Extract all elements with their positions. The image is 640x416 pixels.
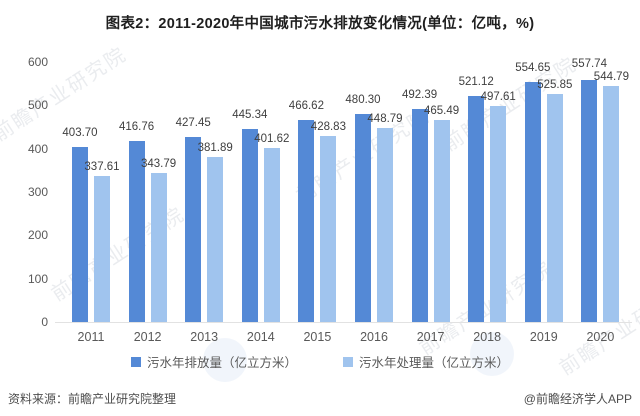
legend-label-treatment: 污水年处理量（亿立方米） [359, 356, 510, 370]
x-axis-label-2018: 2018 [473, 330, 502, 344]
source-note: 资料来源：前瞻产业研究院整理 [8, 392, 177, 406]
bar-treatment-2020 [603, 85, 620, 322]
value-label-discharge-2015: 466.62 [288, 99, 324, 112]
x-axis-label-2011: 2011 [77, 330, 105, 344]
bar-treatment-2014 [263, 147, 280, 322]
legend: 污水年排放量（亿立方米） 污水年处理量（亿立方米） [0, 352, 640, 371]
bar-discharge-2013 [185, 136, 202, 322]
y-axis-tick-label: 400 [27, 141, 48, 156]
bar-treatment-2019 [546, 94, 563, 322]
legend-item-discharge: 污水年排放量（亿立方米） [130, 352, 297, 371]
bar-discharge-2012 [128, 141, 145, 322]
value-label-treatment-2013: 381.89 [197, 141, 233, 154]
bar-treatment-2018 [490, 106, 507, 322]
value-label-discharge-2016: 480.30 [345, 93, 381, 106]
value-label-treatment-2020: 544.79 [593, 70, 629, 83]
bar-treatment-2011 [94, 175, 110, 322]
y-axis-tick-label: 600 [27, 55, 48, 69]
value-label-treatment-2014: 401.62 [254, 132, 290, 145]
bar-treatment-2016 [377, 127, 393, 322]
value-label-discharge-2018: 521.12 [458, 76, 494, 89]
bar-treatment-2012 [150, 173, 167, 322]
bar-discharge-2014 [241, 129, 258, 322]
value-label-treatment-2011: 337.61 [84, 160, 120, 173]
bar-treatment-2015 [320, 136, 337, 322]
value-label-treatment-2012: 343.79 [141, 158, 177, 171]
value-label-discharge-2012: 416.76 [119, 121, 155, 134]
bar-discharge-2019 [524, 81, 541, 322]
watermark-text: 前瞻产业研究院 [47, 203, 189, 306]
y-axis-tick-label: 300 [27, 185, 48, 199]
value-label-treatment-2019: 525.85 [537, 79, 573, 92]
y-axis-tick-label: 100 [27, 271, 48, 286]
y-axis-tick-label: 0 [41, 315, 48, 329]
chart-title: 图表2：2011-2020年中国城市污水排放变化情况(单位：亿吨，%) [105, 16, 535, 32]
bar-discharge-2020 [581, 80, 598, 322]
x-axis-label-2015: 2015 [303, 330, 332, 344]
value-label-discharge-2014: 445.34 [232, 109, 268, 122]
y-axis-tick-label: 500 [27, 98, 48, 113]
value-label-discharge-2020: 557.74 [571, 57, 607, 70]
legend-swatch-treatment [343, 356, 353, 367]
bar-discharge-2017 [411, 108, 428, 322]
x-axis-label-2019: 2019 [529, 330, 558, 344]
x-axis-label-2012: 2012 [133, 330, 162, 344]
y-axis-tick-label: 200 [27, 228, 48, 243]
value-label-treatment-2015: 428.83 [310, 121, 346, 134]
value-label-discharge-2019: 554.65 [515, 61, 551, 74]
bar-discharge-2016 [355, 113, 371, 322]
value-label-treatment-2018: 497.61 [480, 91, 516, 104]
x-axis-label-2014: 2014 [246, 330, 275, 344]
value-label-treatment-2016: 448.79 [367, 112, 403, 125]
legend-swatch-discharge [130, 356, 141, 367]
bar-treatment-2013 [207, 156, 224, 322]
value-label-discharge-2013: 427.45 [175, 116, 211, 129]
legend-label-discharge: 污水年排放量（亿立方米） [146, 356, 297, 370]
x-axis-label-2013: 2013 [190, 330, 219, 344]
credit-note: @前瞻经济学人APP [523, 392, 632, 406]
x-axis-label-2020: 2020 [586, 330, 615, 344]
bar-discharge-2018 [468, 96, 485, 322]
value-label-treatment-2017: 465.49 [424, 105, 460, 118]
legend-item-treatment: 污水年处理量（亿立方米） [343, 352, 509, 371]
x-axis-label-2017: 2017 [416, 330, 445, 344]
x-axis-line [55, 322, 632, 323]
bar-discharge-2015 [298, 119, 315, 322]
value-label-discharge-2017: 492.39 [402, 88, 438, 101]
bar-treatment-2017 [433, 120, 450, 322]
value-label-discharge-2011: 403.70 [62, 127, 98, 140]
bar-discharge-2011 [72, 147, 88, 322]
x-axis-label-2016: 2016 [360, 330, 388, 344]
